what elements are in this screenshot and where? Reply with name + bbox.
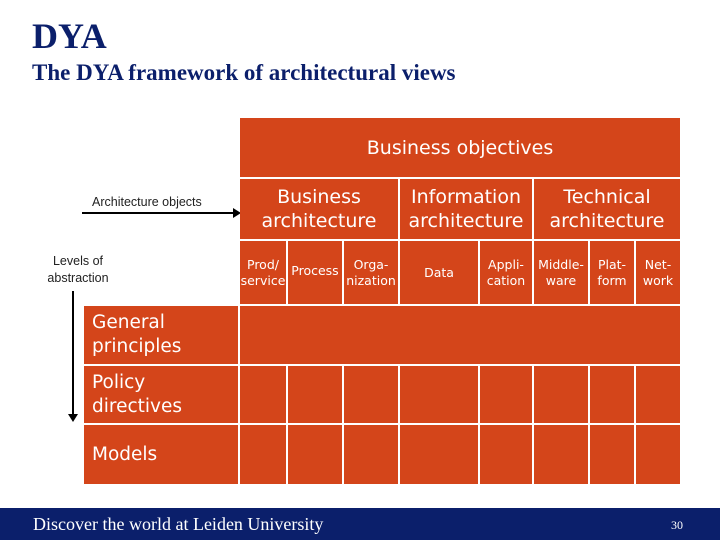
level-general-principles-line2: principles: [92, 336, 182, 357]
policy-cell: [344, 366, 398, 423]
levels-label-line1: Levels of: [52, 254, 104, 268]
business-architecture-line1: Business: [277, 186, 361, 208]
level-general-principles-cell: General principles: [84, 306, 238, 364]
level-general-principles-line1: General: [92, 312, 165, 333]
policy-cell: [590, 366, 634, 423]
general-principles-span-cell: [240, 306, 680, 364]
object-middleware-line2: ware: [545, 272, 577, 288]
information-architecture-cell: Information architecture: [400, 179, 532, 239]
information-architecture-line2: architecture: [408, 210, 524, 232]
page-number: 30: [671, 518, 683, 532]
level-models-line1: Models: [92, 443, 158, 465]
object-data-line1: Data: [424, 264, 454, 280]
models-cell: [590, 425, 634, 484]
object-organization-line1: Orga-: [353, 256, 389, 272]
object-organization-cell: Orga-nization: [344, 241, 398, 304]
levels-of-abstraction-arrow: [69, 291, 77, 422]
models-cell: [534, 425, 588, 484]
business-objectives-cell: Business objectives: [240, 118, 680, 177]
level-policy-directives-cell: Policy directives: [84, 366, 238, 423]
object-platform-cell: Plat-form: [590, 241, 634, 304]
slide-subtitle: The DYA framework of architectural views: [32, 60, 456, 85]
object-platform-line1: Plat-: [597, 256, 627, 272]
object-application-cell: Appli-cation: [480, 241, 532, 304]
object-prod-service-cell: Prod/service: [240, 241, 286, 304]
models-cell: [240, 425, 286, 484]
footer-bar: Discover the world at Leiden University …: [0, 508, 720, 540]
information-architecture-line1: Information: [411, 186, 521, 208]
object-organization-line2: nization: [346, 272, 396, 288]
level-policy-directives-line2: directives: [92, 395, 182, 417]
slide-title: DYA: [32, 16, 107, 56]
models-cell: [400, 425, 478, 484]
object-application-line1: Appli-: [488, 256, 524, 272]
policy-cell: [288, 366, 342, 423]
object-network-cell: Net-work: [636, 241, 680, 304]
levels-label-line2: abstraction: [47, 271, 109, 285]
models-cell: [636, 425, 680, 484]
levels-of-abstraction-label: Levels of abstraction: [40, 253, 116, 287]
models-cell: [288, 425, 342, 484]
technical-architecture-line2: architecture: [549, 210, 665, 232]
architecture-objects-label: Architecture objects: [92, 195, 202, 209]
level-policy-directives-line1: Policy: [92, 371, 146, 393]
object-prod-service-line1: Prod/: [247, 256, 279, 272]
object-process-cell: Process: [288, 241, 342, 304]
object-network-line2: work: [642, 272, 674, 288]
policy-cell: [400, 366, 478, 423]
policy-cell: [480, 366, 532, 423]
policy-cell: [240, 366, 286, 423]
models-cell: [480, 425, 532, 484]
policy-cell: [636, 366, 680, 423]
object-process-line1: Process: [291, 263, 339, 278]
technical-architecture-cell: Technical architecture: [534, 179, 680, 239]
business-architecture-cell: Business architecture: [240, 179, 398, 239]
object-middleware-line1: Middle-: [538, 256, 584, 272]
object-middleware-cell: Middle-ware: [534, 241, 588, 304]
policy-cell: [534, 366, 588, 423]
object-prod-service-line2: service: [240, 272, 286, 288]
object-data-cell: Data: [400, 241, 478, 304]
object-platform-line2: form: [597, 272, 627, 288]
level-models-cell: Models: [84, 425, 238, 484]
dya-framework-grid: Business objectives Business architecture…: [84, 118, 680, 484]
footer-text: Discover the world at Leiden University: [33, 514, 324, 534]
technical-architecture-line1: Technical: [563, 186, 651, 208]
object-application-line2: cation: [486, 272, 526, 288]
architecture-objects-arrow: [82, 209, 241, 217]
models-cell: [344, 425, 398, 484]
business-architecture-line2: architecture: [261, 210, 377, 232]
object-network-line1: Net-: [644, 256, 672, 272]
